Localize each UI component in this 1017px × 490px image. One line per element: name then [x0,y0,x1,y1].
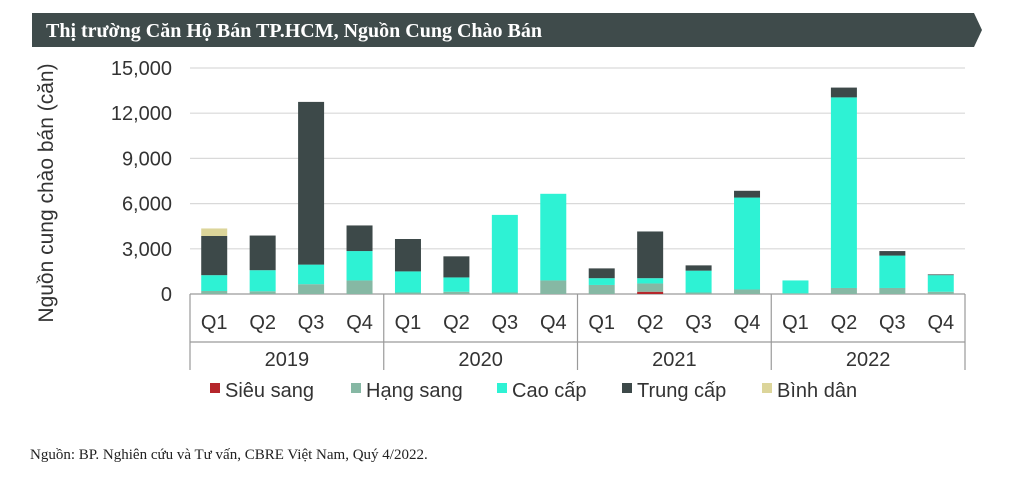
stacked-bar-chart: 0 3,000 6,000 9,000 12,000 15,000 Nguồn cung c… [35,58,966,402]
chart-title: Thị trường Căn Hộ Bán TP.HCM, Nguồn Cung… [46,20,542,42]
bar-segment [782,293,809,294]
bar-segment [637,291,664,294]
x-tick-label: Q4 [540,312,567,334]
x-tick-label: Q2 [249,312,276,334]
x-group-label: 2021 [652,349,697,371]
bar-segment [491,292,518,294]
legend-swatch [622,383,632,393]
bar-segment [298,284,325,294]
bar-segment [685,292,712,294]
x-group-label: 2022 [846,349,891,371]
bar-segment [201,275,228,291]
bar-segment [879,251,906,256]
bar-segment [249,270,276,292]
legend-swatch [210,383,220,393]
bar-segment [298,101,325,265]
bar-segment [927,291,954,294]
bar-segment [346,280,373,294]
bar-segment [201,290,228,294]
bar-segment [782,280,809,294]
bar-segment [540,280,567,294]
x-tick-label: Q3 [298,312,325,334]
bar-segment [879,287,906,294]
legend-swatch [351,383,361,393]
legend-label: Hạng sang [366,380,463,402]
bar-segment [637,283,664,292]
bar-segment [637,231,664,279]
bar-segment [588,284,615,294]
legend-swatch [762,383,772,393]
bar-segment [491,214,518,293]
bar-segment [443,277,470,292]
x-tick-label: Q4 [927,312,954,334]
y-tick-label: 15,000 [111,58,172,80]
legend-swatch [497,383,507,393]
bar-segment [201,228,228,236]
x-tick-label: Q2 [831,312,858,334]
legend-label: Bình dân [777,380,857,402]
legend-label: Trung cấp [637,380,726,402]
x-tick-label: Q1 [588,312,615,334]
bar-segment [830,97,857,288]
x-tick-label: Q3 [492,312,519,334]
bar-segment [734,190,761,198]
y-tick-label: 6,000 [122,194,172,216]
x-tick-label: Q3 [879,312,906,334]
legend-label: Siêu sang [225,380,314,402]
bar-segment [927,275,954,292]
x-group-label: 2020 [458,349,503,371]
bar-segment [443,291,470,294]
bar-segment [588,268,615,279]
y-tick-label: 9,000 [122,148,172,170]
bar-segment [685,270,712,293]
x-tick-label: Q4 [734,312,761,334]
bar-segment [298,264,325,285]
bar-segment [830,287,857,294]
x-tick-label: Q1 [201,312,228,334]
x-tick-label: Q2 [443,312,470,334]
axes: 0 3,000 6,000 9,000 12,000 15,000 Nguồn cung c… [35,58,966,371]
bar-segment [734,197,761,290]
bar-segment [201,235,228,276]
bar-segment [249,291,276,294]
source-note: Nguồn: BP. Nghiên cứu và Tư vấn, CBRE Vi… [30,447,428,463]
legend: Siêu sang Hạng sang Cao cấp Trung cấp Bình d… [210,380,857,402]
x-tick-label: Q4 [346,312,373,334]
y-tick-label: 0 [161,284,172,306]
y-tick-label: 3,000 [122,239,172,261]
bar-segment [734,289,761,294]
bar-segment [879,255,906,288]
bar-segment [540,193,567,281]
y-axis-label: Nguồn cung chào bán (căn) [35,63,58,322]
bar-segment [685,265,712,271]
bar-segment [443,256,470,278]
bar-segment [346,225,373,252]
bar-segment [588,278,615,285]
bar-segment [637,278,664,284]
bars [201,87,954,294]
bar-segment [249,235,276,271]
bar-segment [927,274,954,276]
bar-segment [346,251,373,281]
title-banner-band [32,13,982,47]
bar-segment [394,271,421,293]
title-banner [32,13,982,47]
x-group-label: 2019 [265,349,310,371]
x-tick-label: Q1 [782,312,809,334]
x-tick-label: Q2 [637,312,664,334]
y-tick-label: 12,000 [111,103,172,125]
bar-segment [394,239,421,272]
legend-label: Cao cấp [512,380,587,402]
x-tick-label: Q1 [395,312,422,334]
bar-segment [394,292,421,294]
x-tick-label: Q3 [685,312,712,334]
bar-segment [830,87,857,98]
